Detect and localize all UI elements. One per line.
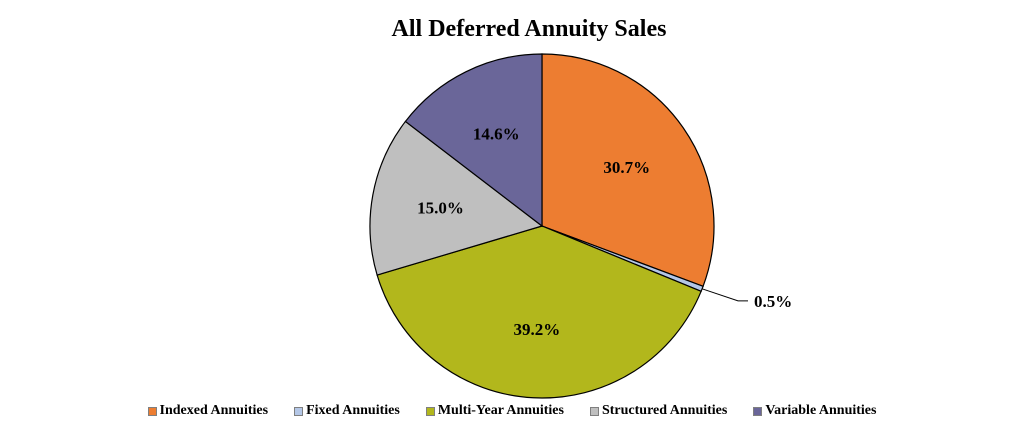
data-label: 39.2% <box>513 320 560 339</box>
pie-slice-multi-year-annuities <box>376 225 702 399</box>
pie-data-labels: 30.7% 0.5% 39.2% 15.0% 14.6% <box>417 124 792 339</box>
legend-label: Structured Annuities <box>601 403 728 418</box>
data-label: 14.6% <box>473 124 520 143</box>
pie-slice-structured-annuities <box>369 120 544 276</box>
data-label: 30.7% <box>603 158 650 177</box>
legend-swatch <box>589 406 599 416</box>
legend-item: Structured Annuities <box>589 403 728 419</box>
pie-slice-variable-annuities <box>404 53 543 228</box>
pie-slices <box>369 53 715 399</box>
legend-label: Indexed Annuities <box>159 403 269 418</box>
legend-label: Fixed Annuities <box>306 403 400 418</box>
chart-title: All Deferred Annuity Sales <box>391 16 667 42</box>
data-label: 15.0% <box>417 198 464 217</box>
data-label: 0.5% <box>754 292 792 311</box>
legend-item: Fixed Annuities <box>294 403 400 419</box>
legend-swatch <box>294 406 304 416</box>
legend-label: Variable Annuities <box>765 403 877 418</box>
legend-swatch <box>147 406 157 416</box>
pie-slice-indexed-annuities <box>541 53 715 288</box>
legend-swatch <box>425 406 435 416</box>
legend-item: Indexed Annuities <box>147 403 269 419</box>
chart-legend: Indexed Annuities Fixed Annuities Multi-Ye… <box>0 403 1024 419</box>
leader-line <box>701 288 748 302</box>
legend-label: Multi-Year Annuities <box>437 403 564 418</box>
legend-item: Multi-Year Annuities <box>425 403 564 419</box>
legend-item: Variable Annuities <box>753 403 876 419</box>
legend-swatch <box>753 406 763 416</box>
